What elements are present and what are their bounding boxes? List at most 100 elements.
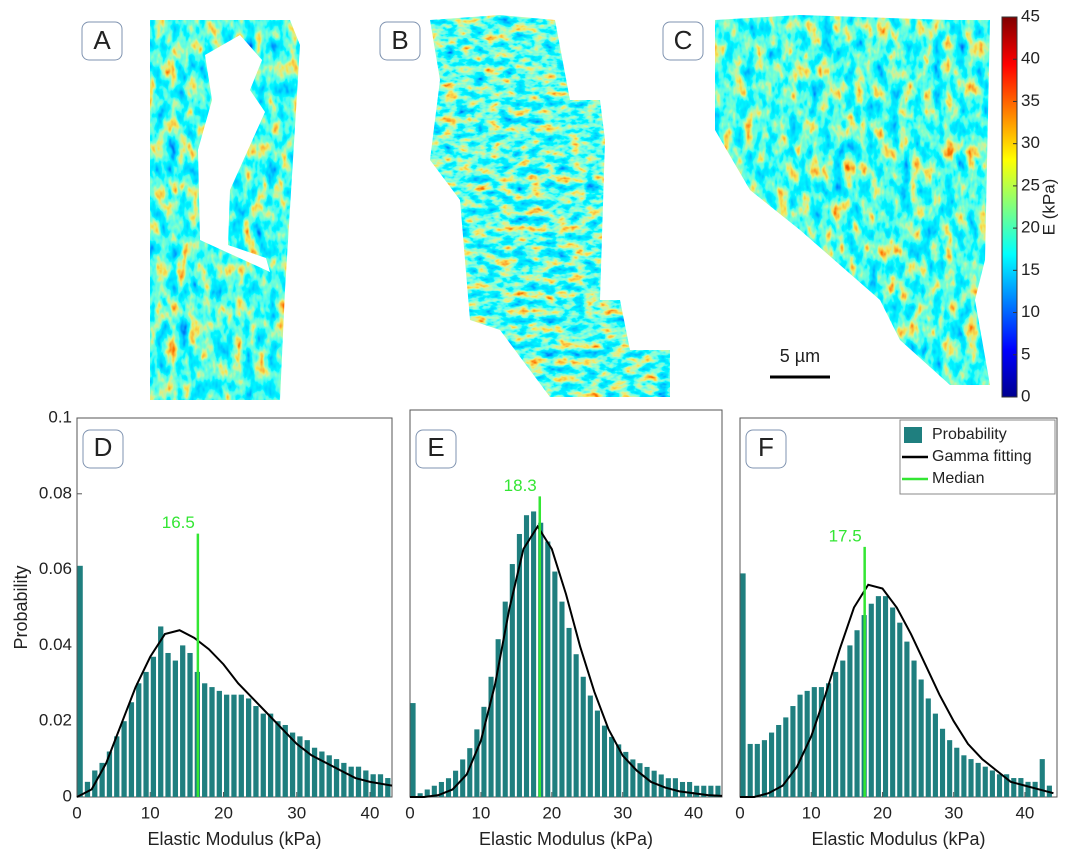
x-tick-label: 0 xyxy=(735,803,744,822)
panel-box xyxy=(82,429,124,469)
histogram-bar xyxy=(516,533,522,797)
histogram-bar xyxy=(882,596,889,797)
histogram-bar xyxy=(594,710,600,797)
histogram-bar xyxy=(297,736,303,797)
histogram-bar xyxy=(187,652,193,797)
histogram-bar xyxy=(438,781,444,797)
histogram-bar xyxy=(747,743,753,797)
histogram-bar xyxy=(587,695,593,797)
y-tick-label: 0.08 xyxy=(39,483,72,502)
histogram-bar xyxy=(150,656,157,797)
histogram-bar xyxy=(1004,774,1010,797)
histogram-panel: 0 10 20 30 40 0 0.02 0.04 0.06 0.08 0.1 Elastic Mod… xyxy=(11,407,393,849)
histogram-bar xyxy=(99,762,105,797)
gamma-fit-line xyxy=(410,524,723,798)
histogram-panel: 0 10 20 30 40 Elastic Modulus (kPa) 17.5 F Proba… xyxy=(735,417,1058,849)
y-tick-label: 0.04 xyxy=(39,635,72,654)
x-axis-label: Elastic Modulus (kPa) xyxy=(479,829,653,849)
histogram-bar xyxy=(847,645,853,797)
histogram-bar xyxy=(172,660,179,797)
histogram-bar xyxy=(260,713,266,797)
histogram-bar xyxy=(609,736,615,797)
histogram-bar xyxy=(776,724,782,797)
histogram-bar xyxy=(545,541,551,797)
x-tick-label: 30 xyxy=(944,803,963,822)
histogram-bar xyxy=(911,660,917,797)
histogram-bar xyxy=(630,759,636,797)
histogram-bar xyxy=(989,770,995,797)
colorbar-label: E (kPa) xyxy=(1039,179,1058,236)
colorbar-tick-label: 0 xyxy=(1021,386,1030,405)
histogram-bar xyxy=(573,654,579,797)
panel-label: E xyxy=(427,432,444,462)
panel-box xyxy=(745,429,787,469)
histogram-bar xyxy=(559,601,565,797)
histogram-bar xyxy=(818,687,824,797)
histogram-bar xyxy=(601,725,608,797)
histogram-bar xyxy=(580,676,586,797)
legend-label: Median xyxy=(932,470,984,487)
median-label: 17.5 xyxy=(829,526,862,545)
histogram-bar xyxy=(694,785,700,797)
histogram-bar xyxy=(488,676,494,797)
colorbar-tick-label: 5 xyxy=(1021,344,1030,363)
x-tick-label: 30 xyxy=(287,803,306,822)
x-tick-label: 20 xyxy=(873,803,892,822)
histogram-bar xyxy=(840,660,846,797)
histogram-bar xyxy=(679,781,686,797)
histogram-bar xyxy=(114,736,120,797)
gamma-fit-line xyxy=(76,629,393,798)
histogram-bar xyxy=(355,766,362,797)
legend-label: Probability xyxy=(932,426,1007,443)
colorbar-tick-label: 10 xyxy=(1021,302,1040,321)
histogram-bar xyxy=(1011,778,1017,797)
histogram-bar xyxy=(854,630,860,797)
histogram-bar xyxy=(975,762,981,797)
histogram-bar xyxy=(202,683,208,797)
gamma-fit-line xyxy=(740,583,1054,798)
panel-box xyxy=(662,21,704,61)
x-axis-label: Elastic Modulus (kPa) xyxy=(147,829,321,849)
x-tick-label: 40 xyxy=(1015,803,1034,822)
histogram-bar xyxy=(982,766,988,797)
histogram-bar xyxy=(231,694,237,797)
x-tick-label: 0 xyxy=(405,803,414,822)
colorbar-tick-label: 25 xyxy=(1021,175,1040,194)
plot-frame xyxy=(409,409,723,798)
x-tick-label: 0 xyxy=(72,803,81,822)
histogram-bar xyxy=(875,596,881,797)
histogram-bar xyxy=(216,690,222,797)
histogram-bar xyxy=(768,732,775,797)
histogram-bar xyxy=(424,789,430,797)
histogram-bar xyxy=(121,721,127,797)
histogram-bar xyxy=(289,732,296,797)
panel-box xyxy=(415,429,457,469)
histogram-bar xyxy=(495,639,501,797)
histogram-bar xyxy=(224,694,230,797)
y-tick-label: 0.1 xyxy=(48,407,72,426)
histogram-bar xyxy=(783,717,789,797)
histogram-bar xyxy=(417,793,423,797)
histogram-bar xyxy=(445,778,452,797)
panel-label: D xyxy=(94,432,113,462)
histogram-bar xyxy=(385,778,391,797)
histogram-bar xyxy=(238,694,244,797)
histogram-bar xyxy=(158,626,164,797)
histogram-bar xyxy=(1032,781,1038,797)
histogram-bar xyxy=(341,762,347,797)
histogram-bar xyxy=(790,706,796,797)
x-tick-label: 40 xyxy=(684,803,703,822)
histogram-bar xyxy=(165,652,171,797)
histogram-bar xyxy=(904,641,910,797)
histogram-bar xyxy=(410,703,416,797)
histogram-bar xyxy=(897,622,903,797)
y-axis-label: Probability xyxy=(11,565,31,649)
histogram-bar xyxy=(481,706,487,797)
histogram-bar xyxy=(954,747,960,797)
x-tick-label: 10 xyxy=(471,803,490,822)
histogram-bar xyxy=(868,603,874,797)
histogram-bar xyxy=(552,571,558,797)
histogram-bar xyxy=(1025,781,1031,797)
map-b xyxy=(430,15,670,397)
histogram-bar xyxy=(761,740,767,797)
